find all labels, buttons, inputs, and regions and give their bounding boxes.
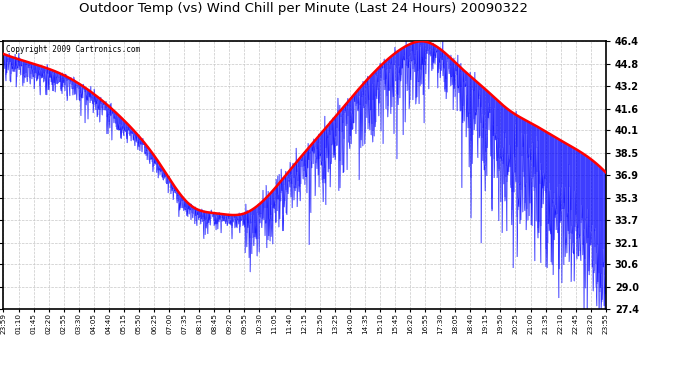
Text: Copyright 2009 Cartronics.com: Copyright 2009 Cartronics.com (6, 45, 141, 54)
Text: Outdoor Temp (vs) Wind Chill per Minute (Last 24 Hours) 20090322: Outdoor Temp (vs) Wind Chill per Minute … (79, 2, 528, 15)
